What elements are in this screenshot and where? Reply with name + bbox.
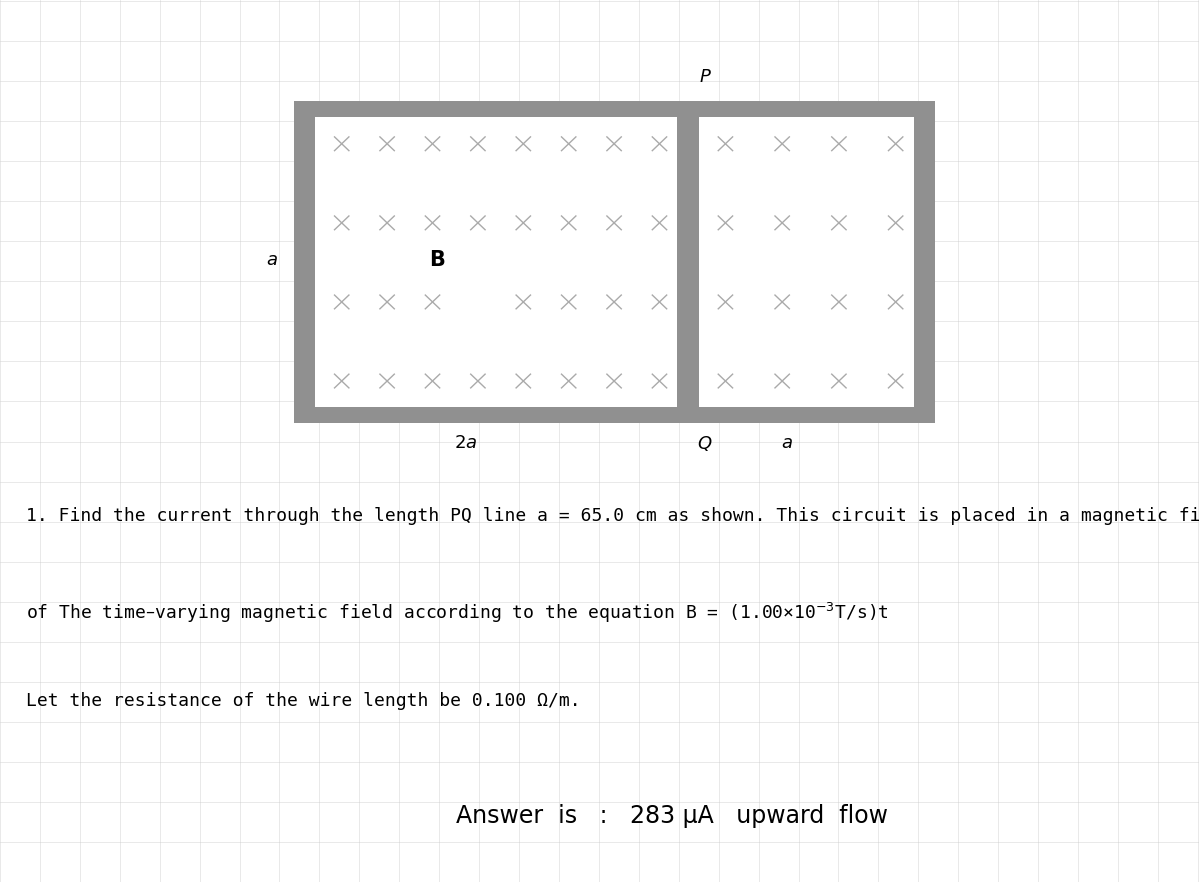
Text: $P$: $P$ [699, 69, 711, 86]
Text: of The time–varying magnetic field according to the equation B = (1.00×10$^{-3}$: of The time–varying magnetic field accor… [26, 601, 890, 625]
Text: $a$: $a$ [266, 251, 278, 269]
Text: $\mathbf{B}$: $\mathbf{B}$ [429, 250, 446, 270]
Text: $2a$: $2a$ [453, 434, 477, 452]
Text: $Q$: $Q$ [698, 434, 712, 453]
Text: $a$: $a$ [781, 434, 793, 452]
Bar [699, 117, 914, 407]
Text: Answer  is   :   283 μA   upward  flow: Answer is : 283 μA upward flow [456, 804, 887, 828]
Text: 1. Find the current through the length PQ line a = 65.0 cm as shown. This circui: 1. Find the current through the length P… [26, 507, 1199, 525]
Bar [315, 117, 677, 407]
Bar [294, 101, 935, 423]
Text: Let the resistance of the wire length be 0.100 Ω/m.: Let the resistance of the wire length be… [26, 692, 582, 710]
